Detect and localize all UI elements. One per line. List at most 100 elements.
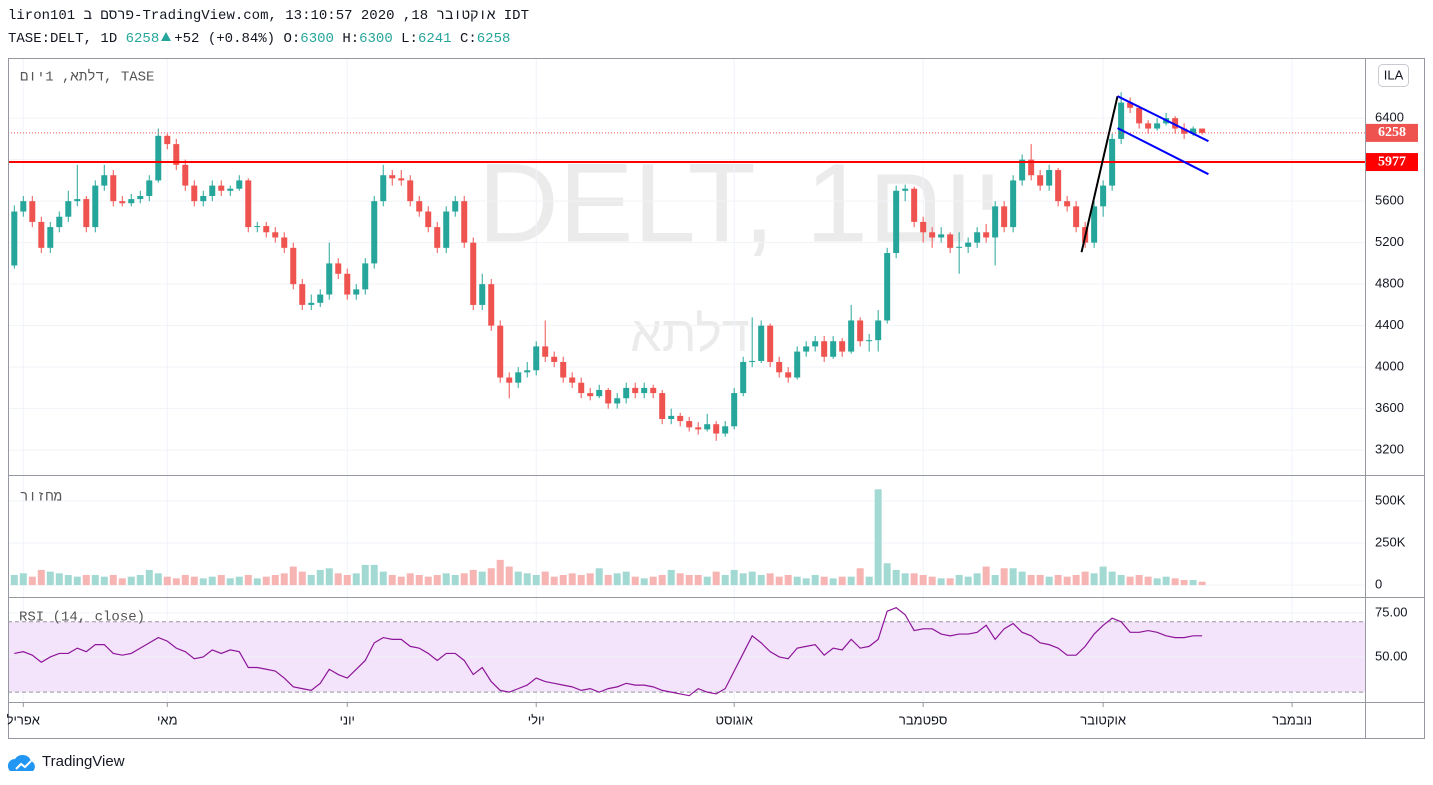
- candle-body: [1028, 159, 1035, 176]
- volume-bar: [82, 574, 90, 586]
- candle-body: [776, 361, 783, 373]
- volume-bar: [91, 574, 99, 586]
- candle-body: [362, 263, 369, 290]
- volume-bar: [523, 573, 531, 586]
- candle-body: [299, 284, 306, 305]
- candle-body: [317, 294, 324, 303]
- y-tick-label: 4400: [1375, 317, 1404, 332]
- candle-body: [1190, 128, 1197, 134]
- frame: [8, 58, 1425, 739]
- candle-body: [992, 206, 999, 238]
- candle-body: [29, 201, 36, 222]
- y-tick-label: 4000: [1375, 359, 1404, 374]
- candle-body: [11, 211, 18, 266]
- volume-bar: [1108, 571, 1116, 586]
- candle-body: [146, 180, 153, 196]
- candle-body: [677, 415, 684, 422]
- volume-bar: [955, 574, 963, 586]
- volume-bar: [757, 574, 765, 586]
- volume-bar: [1126, 576, 1134, 586]
- candle-body: [929, 232, 936, 238]
- ohlc-label: O:: [283, 31, 301, 47]
- volume-bar: [1018, 571, 1026, 586]
- volume-bar: [640, 578, 648, 586]
- candle-body: [704, 424, 711, 430]
- volume-bar: [1162, 576, 1170, 586]
- volume-bar: [514, 571, 522, 586]
- volume-bar: [118, 578, 126, 586]
- volume-bar: [1135, 574, 1143, 586]
- volume-bar: [712, 571, 720, 586]
- x-tick-label: יולי: [528, 712, 545, 727]
- volume-bar: [739, 573, 747, 586]
- volume-bar: [685, 574, 693, 586]
- volume-bar: [1153, 578, 1161, 586]
- candle-body: [290, 247, 297, 285]
- candle-body: [173, 144, 180, 165]
- logo-icon: [7, 754, 35, 771]
- candle-body: [191, 185, 198, 202]
- volume-bar: [631, 576, 639, 586]
- candle-body: [884, 253, 891, 321]
- x-tick-label: אוגוסט: [715, 712, 752, 727]
- candle-body: [812, 341, 819, 347]
- volume-bar: [1144, 576, 1152, 586]
- logo-icon: [15, 760, 32, 770]
- candle-body: [74, 199, 81, 202]
- candle-body: [1199, 128, 1206, 133]
- volume-bar: [748, 571, 756, 586]
- candle-body: [164, 135, 171, 145]
- ohlc-value: 6300: [300, 31, 334, 47]
- y-tick-label: 3200: [1375, 442, 1404, 457]
- candle-body: [578, 382, 585, 394]
- volume-bar: [163, 576, 171, 586]
- volume-bar: [1027, 574, 1035, 586]
- volume-bar: [235, 576, 243, 586]
- volume-bar: [352, 573, 360, 586]
- volume-bar: [937, 578, 945, 586]
- volume-bar: [154, 573, 162, 586]
- volume-bar: [280, 573, 288, 586]
- candle-body: [1118, 102, 1125, 139]
- candle-body: [461, 201, 468, 243]
- candle-body: [38, 221, 45, 248]
- volume-bar: [622, 571, 630, 586]
- volume-bar: [190, 576, 198, 586]
- volume-bar: [910, 573, 918, 586]
- volume-bar: [46, 571, 54, 586]
- candle-body: [182, 164, 189, 186]
- candle-body: [56, 216, 63, 228]
- candle-body: [1154, 123, 1161, 129]
- candle-body: [659, 393, 666, 420]
- ohlc-label: L:: [401, 31, 418, 47]
- volume-bar: [1000, 568, 1008, 586]
- volume-bar: [100, 576, 108, 586]
- volume-bar: [901, 573, 909, 586]
- volume-bar: [361, 564, 369, 586]
- candle-body: [272, 232, 279, 238]
- candle-body: [110, 175, 117, 202]
- y-tick-label: 4800: [1375, 276, 1404, 291]
- candle-body: [425, 211, 432, 228]
- volume-bar: [1045, 576, 1053, 586]
- candle-body: [650, 387, 657, 394]
- volume-bar: [1054, 574, 1062, 586]
- volume-bar: [766, 573, 774, 586]
- up-arrow: [161, 32, 172, 41]
- candle-body: [983, 232, 990, 238]
- candle-body: [641, 387, 648, 394]
- volume-bar: [136, 574, 144, 586]
- volume-bar: [1189, 580, 1197, 586]
- candle-body: [20, 201, 27, 212]
- candle-body: [254, 226, 261, 228]
- candle-body: [1037, 175, 1044, 186]
- candle-body: [1010, 180, 1017, 228]
- volume-bar: [928, 576, 936, 586]
- volume-bar: [991, 574, 999, 586]
- watermark-sub: דלתא: [630, 306, 749, 362]
- candle-body: [128, 199, 135, 204]
- volume-bar: [658, 574, 666, 586]
- candle-body: [839, 341, 846, 352]
- candle-body: [695, 427, 702, 430]
